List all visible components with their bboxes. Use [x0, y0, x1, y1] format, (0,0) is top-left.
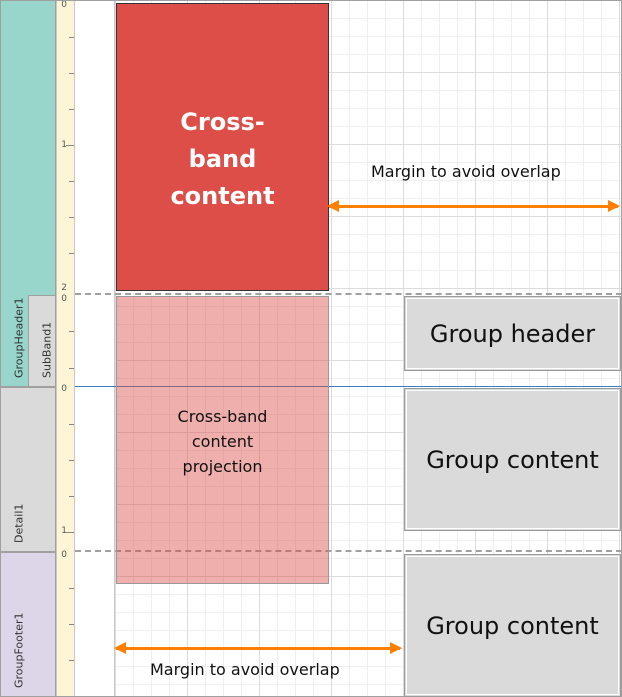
- band-caption-groupfooter1[interactable]: GroupFooter1: [0, 552, 56, 697]
- group-header-label: Group header: [429, 319, 596, 348]
- ruler-label: 0: [61, 384, 67, 394]
- ruler-label: 1: [61, 526, 67, 536]
- band-separator: [75, 550, 622, 552]
- ruler-label: 0: [61, 550, 67, 560]
- band-separator: [75, 293, 622, 295]
- margin-note: Margin to avoid overlap: [150, 660, 340, 679]
- band-separator: [75, 386, 622, 387]
- group-content-label: Group content: [426, 611, 599, 640]
- group-content-box[interactable]: Group content: [404, 388, 621, 531]
- ruler-label: 0: [61, 0, 67, 10]
- cross-band-projection: Cross-band content projection: [116, 296, 329, 584]
- band-label: GroupHeader1: [12, 297, 26, 378]
- margin-note: Margin to avoid overlap: [371, 162, 561, 181]
- band-label: SubBand1: [40, 321, 54, 378]
- band-caption-subband1[interactable]: SubBand1: [28, 295, 56, 387]
- band-label: GroupFooter1: [12, 612, 26, 689]
- ruler-label: 1: [61, 140, 67, 150]
- cross-band-title: Cross-band content: [170, 108, 275, 210]
- band-caption-detail1[interactable]: Detail1: [0, 387, 56, 552]
- vertical-ruler: 0 1 2 0 0 1 0: [56, 0, 75, 697]
- ruler-label: 0: [61, 294, 67, 304]
- group-content-box[interactable]: Group content: [404, 554, 621, 697]
- group-content-label: Group content: [426, 445, 599, 474]
- band-label: Detail1: [12, 503, 26, 543]
- double-arrow-icon: [327, 200, 620, 212]
- projection-label: Cross-band content projection: [177, 407, 268, 476]
- ruler-label: 2: [61, 283, 67, 293]
- cross-band-control[interactable]: Cross-band content: [116, 3, 329, 291]
- group-header-box[interactable]: Group header: [404, 296, 621, 371]
- double-arrow-icon: [114, 642, 402, 654]
